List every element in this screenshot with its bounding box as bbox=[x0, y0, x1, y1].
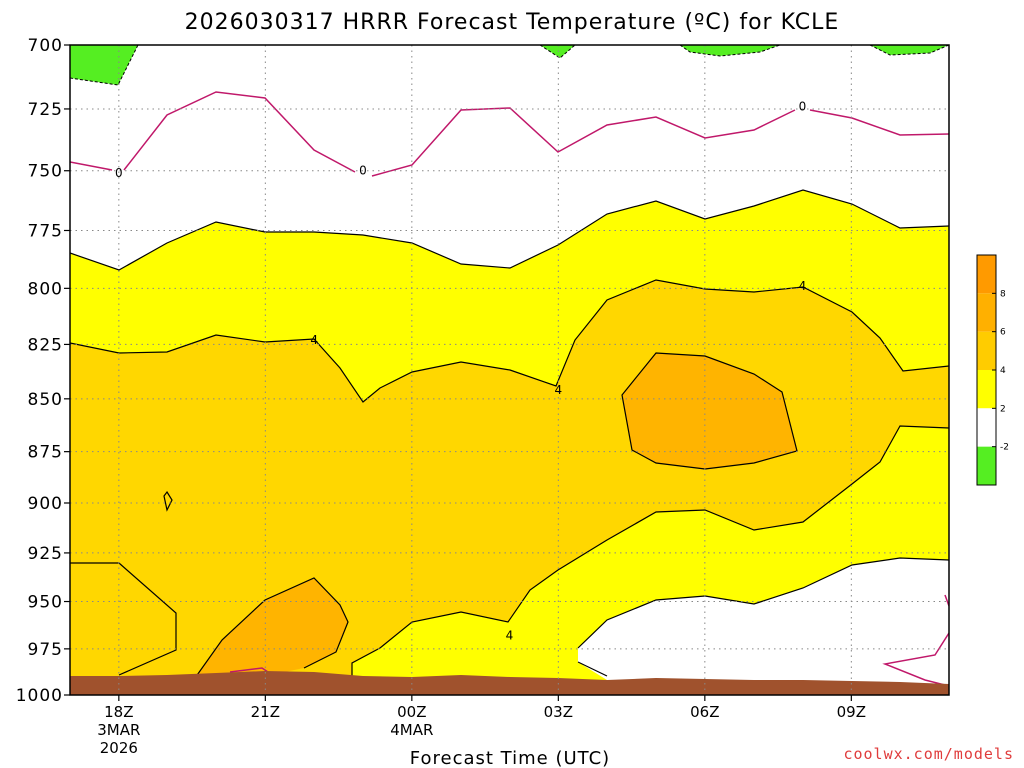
x-tick-label: 09Z bbox=[837, 703, 866, 721]
contour-labels: 0 0 0 4 4 4 4 bbox=[115, 99, 806, 642]
band-below-minus-2 bbox=[540, 45, 575, 58]
y-axis: 700 725 750 775 800 825 850 875 900 925 950 975 1000 bbox=[16, 36, 70, 706]
contour-minus2-line bbox=[539, 45, 576, 59]
x-axis-label: Forecast Time (UTC) bbox=[410, 748, 610, 768]
contour-6 bbox=[621, 352, 798, 470]
y-tick-label: 875 bbox=[28, 443, 63, 463]
contour-minus2-line bbox=[70, 45, 139, 86]
contour-minus2 bbox=[70, 45, 949, 86]
colorbar-label: -2 bbox=[1000, 443, 1009, 453]
contour-4 bbox=[70, 562, 177, 676]
source-credit: coolwx.com/models bbox=[843, 745, 1014, 763]
y-tick-label: 825 bbox=[28, 335, 63, 355]
contour-label: 4 bbox=[310, 333, 318, 347]
x-tick-label: 3MAR bbox=[97, 721, 140, 739]
contour-label: 4 bbox=[506, 629, 514, 643]
contour-2 bbox=[577, 661, 608, 677]
x-tick-label: 03Z bbox=[544, 703, 573, 721]
y-tick-label: 975 bbox=[28, 640, 63, 660]
colorbar: 8 6 4 2 -2 bbox=[976, 254, 1009, 486]
y-tick-label: 950 bbox=[28, 593, 63, 613]
y-tick-label: 800 bbox=[28, 279, 63, 299]
band-below-minus-2 bbox=[870, 45, 949, 55]
contour-label: 4 bbox=[555, 383, 563, 397]
contour-zero-line bbox=[229, 667, 269, 673]
contour-4 bbox=[70, 279, 949, 403]
contour-2 bbox=[70, 189, 949, 271]
contour-zero-line bbox=[70, 91, 949, 177]
band-below-2-surface bbox=[578, 558, 949, 695]
chart-title: 2026030317 HRRR Forecast Temperature (ºC… bbox=[185, 10, 840, 35]
contour-label: 0 bbox=[359, 164, 367, 178]
colorbar-label: 6 bbox=[1000, 328, 1006, 338]
y-tick-label: 775 bbox=[28, 221, 63, 241]
colorbar-segment bbox=[977, 446, 996, 485]
y-tick-label: 850 bbox=[28, 390, 63, 410]
contour-lines-black bbox=[70, 189, 949, 695]
colorbar-label: 8 bbox=[1000, 289, 1006, 299]
contour-zero-line bbox=[882, 632, 949, 687]
contour-2 bbox=[577, 557, 949, 649]
x-tick-label: 00Z bbox=[397, 703, 426, 721]
colorbar-label: 4 bbox=[1000, 366, 1006, 376]
band-6-to-8 bbox=[622, 353, 797, 469]
band-6-to-8 bbox=[195, 578, 348, 678]
x-tick-label: 06Z bbox=[690, 703, 719, 721]
grid-lines bbox=[70, 45, 949, 695]
contour-4 bbox=[163, 490, 173, 512]
y-tick-label: 725 bbox=[28, 100, 63, 120]
contour-label: 0 bbox=[799, 99, 807, 113]
y-tick-label: 750 bbox=[28, 162, 63, 182]
colorbar-segment bbox=[977, 408, 996, 447]
ground-terrain bbox=[70, 671, 949, 695]
colorbar-segment bbox=[977, 370, 996, 409]
x-tick-label: 4MAR bbox=[390, 721, 433, 739]
y-tick-label: 925 bbox=[28, 544, 63, 564]
plot-frame bbox=[69, 44, 950, 696]
y-tick-label: 1000 bbox=[16, 686, 63, 706]
colorbar-label: 2 bbox=[1000, 404, 1006, 414]
colorbar-segment bbox=[977, 255, 996, 294]
contour-4 bbox=[351, 425, 949, 695]
contour-minus2-line bbox=[869, 45, 949, 56]
y-tick-label: 700 bbox=[28, 36, 63, 56]
contour-minus2-line bbox=[679, 45, 781, 57]
x-tick-label: 21Z bbox=[251, 703, 280, 721]
contour-6 bbox=[194, 577, 349, 679]
x-tick-label: 18Z bbox=[104, 703, 133, 721]
band-below-minus-2 bbox=[680, 45, 780, 56]
contour-label: 0 bbox=[115, 166, 123, 180]
contour-label: 4 bbox=[799, 279, 807, 293]
plot-area bbox=[70, 45, 949, 695]
x-tick-label: 2026 bbox=[100, 739, 138, 757]
y-tick-label: 900 bbox=[28, 494, 63, 514]
colorbar-segment bbox=[977, 331, 996, 370]
colorbar-segment bbox=[977, 293, 996, 332]
band-below-minus-2 bbox=[70, 45, 138, 85]
